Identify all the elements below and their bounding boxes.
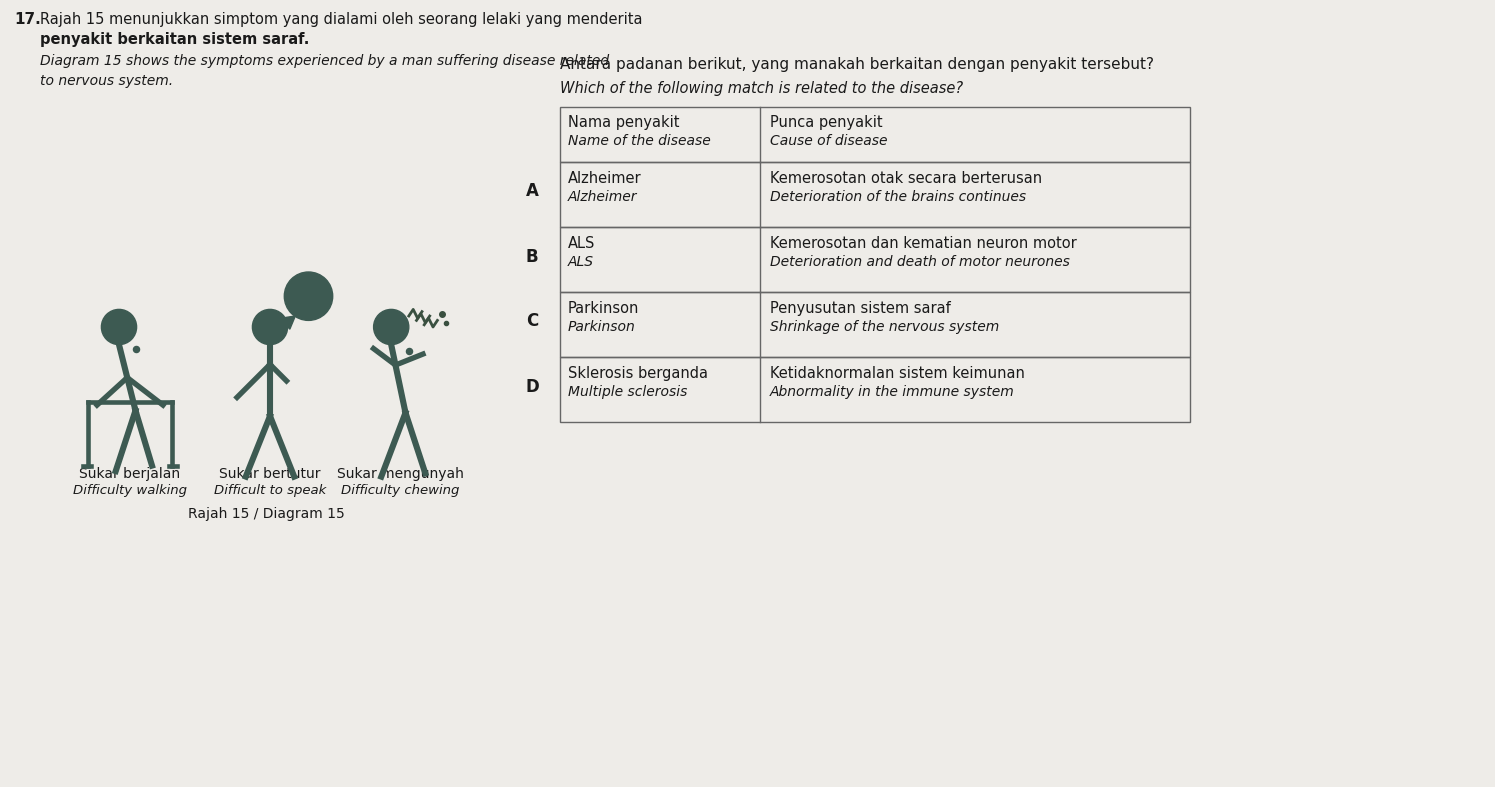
Text: 17.: 17. xyxy=(13,12,40,27)
Text: Kemerosotan dan kematian neuron motor: Kemerosotan dan kematian neuron motor xyxy=(770,236,1076,251)
Circle shape xyxy=(102,309,136,345)
Circle shape xyxy=(284,272,333,320)
Text: Deterioration of the brains continues: Deterioration of the brains continues xyxy=(770,190,1026,204)
Text: penyakit berkaitan sistem saraf.: penyakit berkaitan sistem saraf. xyxy=(40,32,309,47)
Text: Difficulty walking: Difficulty walking xyxy=(73,484,187,497)
Text: Shrinkage of the nervous system: Shrinkage of the nervous system xyxy=(770,320,999,334)
Text: Rajah 15 / Diagram 15: Rajah 15 / Diagram 15 xyxy=(188,507,345,521)
Polygon shape xyxy=(281,316,296,329)
Circle shape xyxy=(253,309,287,345)
Text: Kemerosotan otak secara berterusan: Kemerosotan otak secara berterusan xyxy=(770,171,1042,186)
Text: Diagram 15 shows the symptoms experienced by a man suffering disease related: Diagram 15 shows the symptoms experience… xyxy=(40,54,608,68)
Text: A: A xyxy=(526,183,538,201)
Text: Penyusutan sistem saraf: Penyusutan sistem saraf xyxy=(770,301,951,316)
Bar xyxy=(561,162,1190,227)
Bar xyxy=(561,227,1190,292)
Text: to nervous system.: to nervous system. xyxy=(40,74,173,88)
Text: Rajah 15 menunjukkan simptom yang dialami oleh seorang lelaki yang menderita: Rajah 15 menunjukkan simptom yang dialam… xyxy=(40,12,643,27)
Text: Sukar berjalan: Sukar berjalan xyxy=(79,467,181,481)
Text: Difficulty chewing: Difficulty chewing xyxy=(341,484,459,497)
Text: C: C xyxy=(526,312,538,331)
Text: Ketidaknormalan sistem keimunan: Ketidaknormalan sistem keimunan xyxy=(770,366,1026,381)
Text: D: D xyxy=(525,378,538,396)
Text: Which of the following match is related to the disease?: Which of the following match is related … xyxy=(561,81,963,96)
Bar xyxy=(561,292,1190,357)
Text: Parkinson: Parkinson xyxy=(568,320,635,334)
Text: Nama penyakit: Nama penyakit xyxy=(568,115,680,130)
Text: Alzheimer: Alzheimer xyxy=(568,190,637,204)
Text: B: B xyxy=(526,247,538,265)
Text: Sukar mengunyah: Sukar mengunyah xyxy=(336,467,463,481)
Text: Abnormality in the immune system: Abnormality in the immune system xyxy=(770,385,1015,399)
Text: ALS: ALS xyxy=(568,255,594,269)
Text: Sukar bertutur: Sukar bertutur xyxy=(220,467,321,481)
Bar xyxy=(561,107,1190,162)
Text: Punca penyakit: Punca penyakit xyxy=(770,115,882,130)
Text: Name of the disease: Name of the disease xyxy=(568,134,710,148)
Text: Alzheimer: Alzheimer xyxy=(568,171,641,186)
Text: Deterioration and death of motor neurones: Deterioration and death of motor neurone… xyxy=(770,255,1070,269)
Text: Cause of disease: Cause of disease xyxy=(770,134,888,148)
Circle shape xyxy=(374,309,408,345)
Text: Parkinson: Parkinson xyxy=(568,301,640,316)
Text: Antara padanan berikut, yang manakah berkaitan dengan penyakit tersebut?: Antara padanan berikut, yang manakah ber… xyxy=(561,57,1154,72)
Text: Difficult to speak: Difficult to speak xyxy=(214,484,326,497)
Text: Sklerosis berganda: Sklerosis berganda xyxy=(568,366,709,381)
Text: ALS: ALS xyxy=(568,236,595,251)
Bar xyxy=(561,357,1190,422)
Text: Multiple sclerosis: Multiple sclerosis xyxy=(568,385,688,399)
